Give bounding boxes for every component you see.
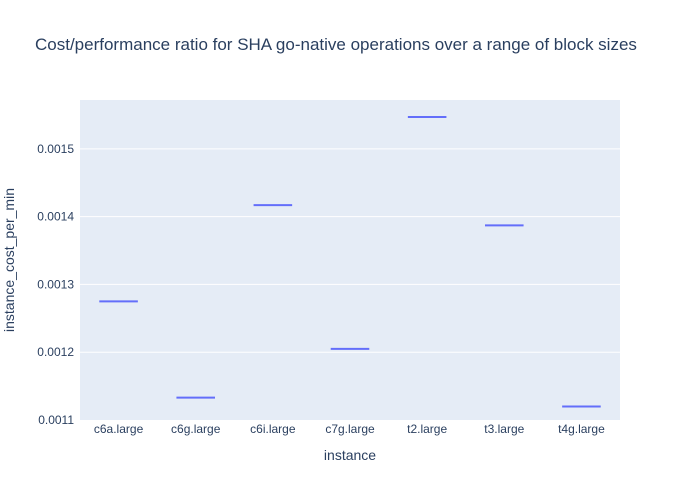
plot-background — [80, 100, 620, 420]
chart-title: Cost/performance ratio for SHA go-native… — [35, 35, 637, 54]
y-tick-label: 0.0014 — [37, 210, 74, 224]
x-tick-label: t2.large — [407, 422, 447, 436]
y-tick-label: 0.0011 — [38, 413, 74, 427]
gridlines — [80, 148, 620, 353]
x-tick-label: t3.large — [484, 422, 524, 436]
y-axis-title: instance_cost_per_min — [1, 188, 17, 332]
y-tick-label: 0.0015 — [37, 142, 74, 156]
x-tick-labels: c6a.large c6g.large c6i.large c7g.large t2.l… — [94, 422, 605, 436]
y-tick-label: 0.0012 — [37, 345, 74, 359]
box-marks — [99, 115, 601, 408]
x-tick-label: c7g.large — [325, 422, 375, 436]
y-tick-labels: 0.0011 0.0012 0.0013 0.0014 0.0015 — [37, 142, 74, 427]
x-tick-label: c6i.large — [250, 422, 296, 436]
x-tick-label: c6g.large — [171, 422, 221, 436]
x-tick-label: c6a.large — [94, 422, 144, 436]
x-tick-label: t4g.large — [558, 422, 605, 436]
y-tick-label: 0.0013 — [37, 277, 74, 291]
x-axis-title: instance — [324, 447, 376, 463]
